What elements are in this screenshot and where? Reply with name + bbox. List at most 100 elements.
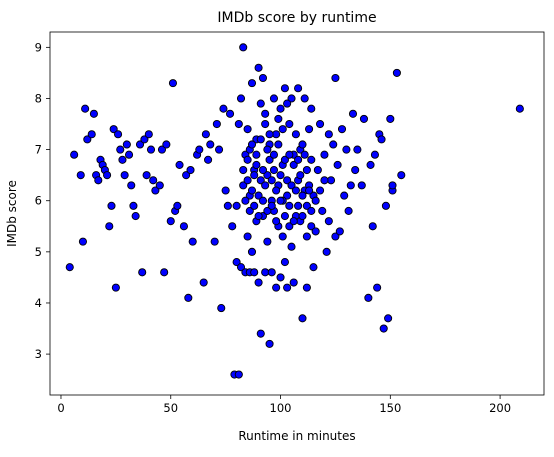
y-tick-label: 3 bbox=[35, 347, 42, 361]
data-point bbox=[308, 156, 315, 163]
data-point bbox=[303, 284, 310, 291]
data-point bbox=[323, 248, 330, 255]
data-point bbox=[316, 120, 323, 127]
data-point bbox=[398, 172, 405, 179]
data-point bbox=[145, 131, 152, 138]
data-point bbox=[169, 80, 176, 87]
x-tick-label: 200 bbox=[489, 401, 511, 415]
data-point bbox=[103, 172, 110, 179]
y-tick-label: 9 bbox=[35, 40, 42, 54]
data-point bbox=[270, 151, 277, 158]
data-point bbox=[251, 172, 258, 179]
data-point bbox=[316, 187, 323, 194]
data-point bbox=[365, 294, 372, 301]
data-point bbox=[161, 269, 168, 276]
data-point bbox=[268, 202, 275, 209]
data-point bbox=[244, 233, 251, 240]
data-point bbox=[299, 192, 306, 199]
data-point bbox=[180, 223, 187, 230]
data-point bbox=[374, 284, 381, 291]
data-point bbox=[303, 166, 310, 173]
data-point bbox=[338, 126, 345, 133]
data-point bbox=[367, 161, 374, 168]
data-point bbox=[389, 182, 396, 189]
data-point bbox=[259, 74, 266, 81]
data-point bbox=[393, 69, 400, 76]
data-point bbox=[163, 141, 170, 148]
data-point bbox=[330, 141, 337, 148]
data-point bbox=[268, 269, 275, 276]
data-point bbox=[314, 166, 321, 173]
data-point bbox=[185, 294, 192, 301]
data-point bbox=[253, 151, 260, 158]
data-point bbox=[327, 177, 334, 184]
data-point bbox=[226, 110, 233, 117]
y-axis-label: IMDb score bbox=[5, 180, 19, 247]
data-point bbox=[360, 115, 367, 122]
data-point bbox=[262, 182, 269, 189]
data-point bbox=[66, 264, 73, 271]
data-point bbox=[385, 315, 392, 322]
data-point bbox=[292, 131, 299, 138]
data-point bbox=[275, 141, 282, 148]
data-point bbox=[106, 223, 113, 230]
data-point bbox=[71, 151, 78, 158]
data-point bbox=[312, 197, 319, 204]
y-tick-label: 8 bbox=[35, 91, 42, 105]
data-point bbox=[349, 110, 356, 117]
data-point bbox=[343, 146, 350, 153]
data-point bbox=[248, 80, 255, 87]
data-point bbox=[284, 100, 291, 107]
data-point bbox=[305, 187, 312, 194]
data-point bbox=[88, 131, 95, 138]
data-point bbox=[288, 243, 295, 250]
data-point bbox=[273, 218, 280, 225]
data-point bbox=[255, 212, 262, 219]
data-point bbox=[255, 279, 262, 286]
data-point bbox=[248, 141, 255, 148]
data-point bbox=[196, 146, 203, 153]
data-point bbox=[279, 233, 286, 240]
data-point bbox=[257, 136, 264, 143]
data-point bbox=[380, 325, 387, 332]
y-tick-label: 5 bbox=[35, 245, 42, 259]
data-point bbox=[347, 182, 354, 189]
data-point bbox=[218, 304, 225, 311]
data-point bbox=[292, 187, 299, 194]
data-point bbox=[259, 197, 266, 204]
data-point bbox=[253, 161, 260, 168]
data-point bbox=[286, 151, 293, 158]
data-point bbox=[114, 131, 121, 138]
data-point bbox=[235, 371, 242, 378]
data-point bbox=[286, 202, 293, 209]
data-point bbox=[215, 146, 222, 153]
data-point bbox=[382, 202, 389, 209]
data-point bbox=[112, 284, 119, 291]
data-point bbox=[176, 161, 183, 168]
data-point bbox=[220, 105, 227, 112]
data-point bbox=[242, 197, 249, 204]
data-point bbox=[297, 172, 304, 179]
x-tick-label: 100 bbox=[270, 401, 292, 415]
data-point bbox=[139, 269, 146, 276]
data-point bbox=[82, 105, 89, 112]
data-point bbox=[229, 223, 236, 230]
data-point bbox=[270, 95, 277, 102]
data-point bbox=[204, 156, 211, 163]
data-point bbox=[266, 340, 273, 347]
data-point bbox=[255, 64, 262, 71]
data-point bbox=[262, 269, 269, 276]
data-point bbox=[273, 187, 280, 194]
data-point bbox=[325, 131, 332, 138]
data-point bbox=[286, 120, 293, 127]
data-point bbox=[156, 182, 163, 189]
data-point bbox=[264, 146, 271, 153]
data-point bbox=[387, 115, 394, 122]
data-point bbox=[108, 202, 115, 209]
data-point bbox=[321, 151, 328, 158]
data-point bbox=[279, 126, 286, 133]
data-point bbox=[262, 120, 269, 127]
data-point bbox=[369, 223, 376, 230]
data-point bbox=[345, 207, 352, 214]
